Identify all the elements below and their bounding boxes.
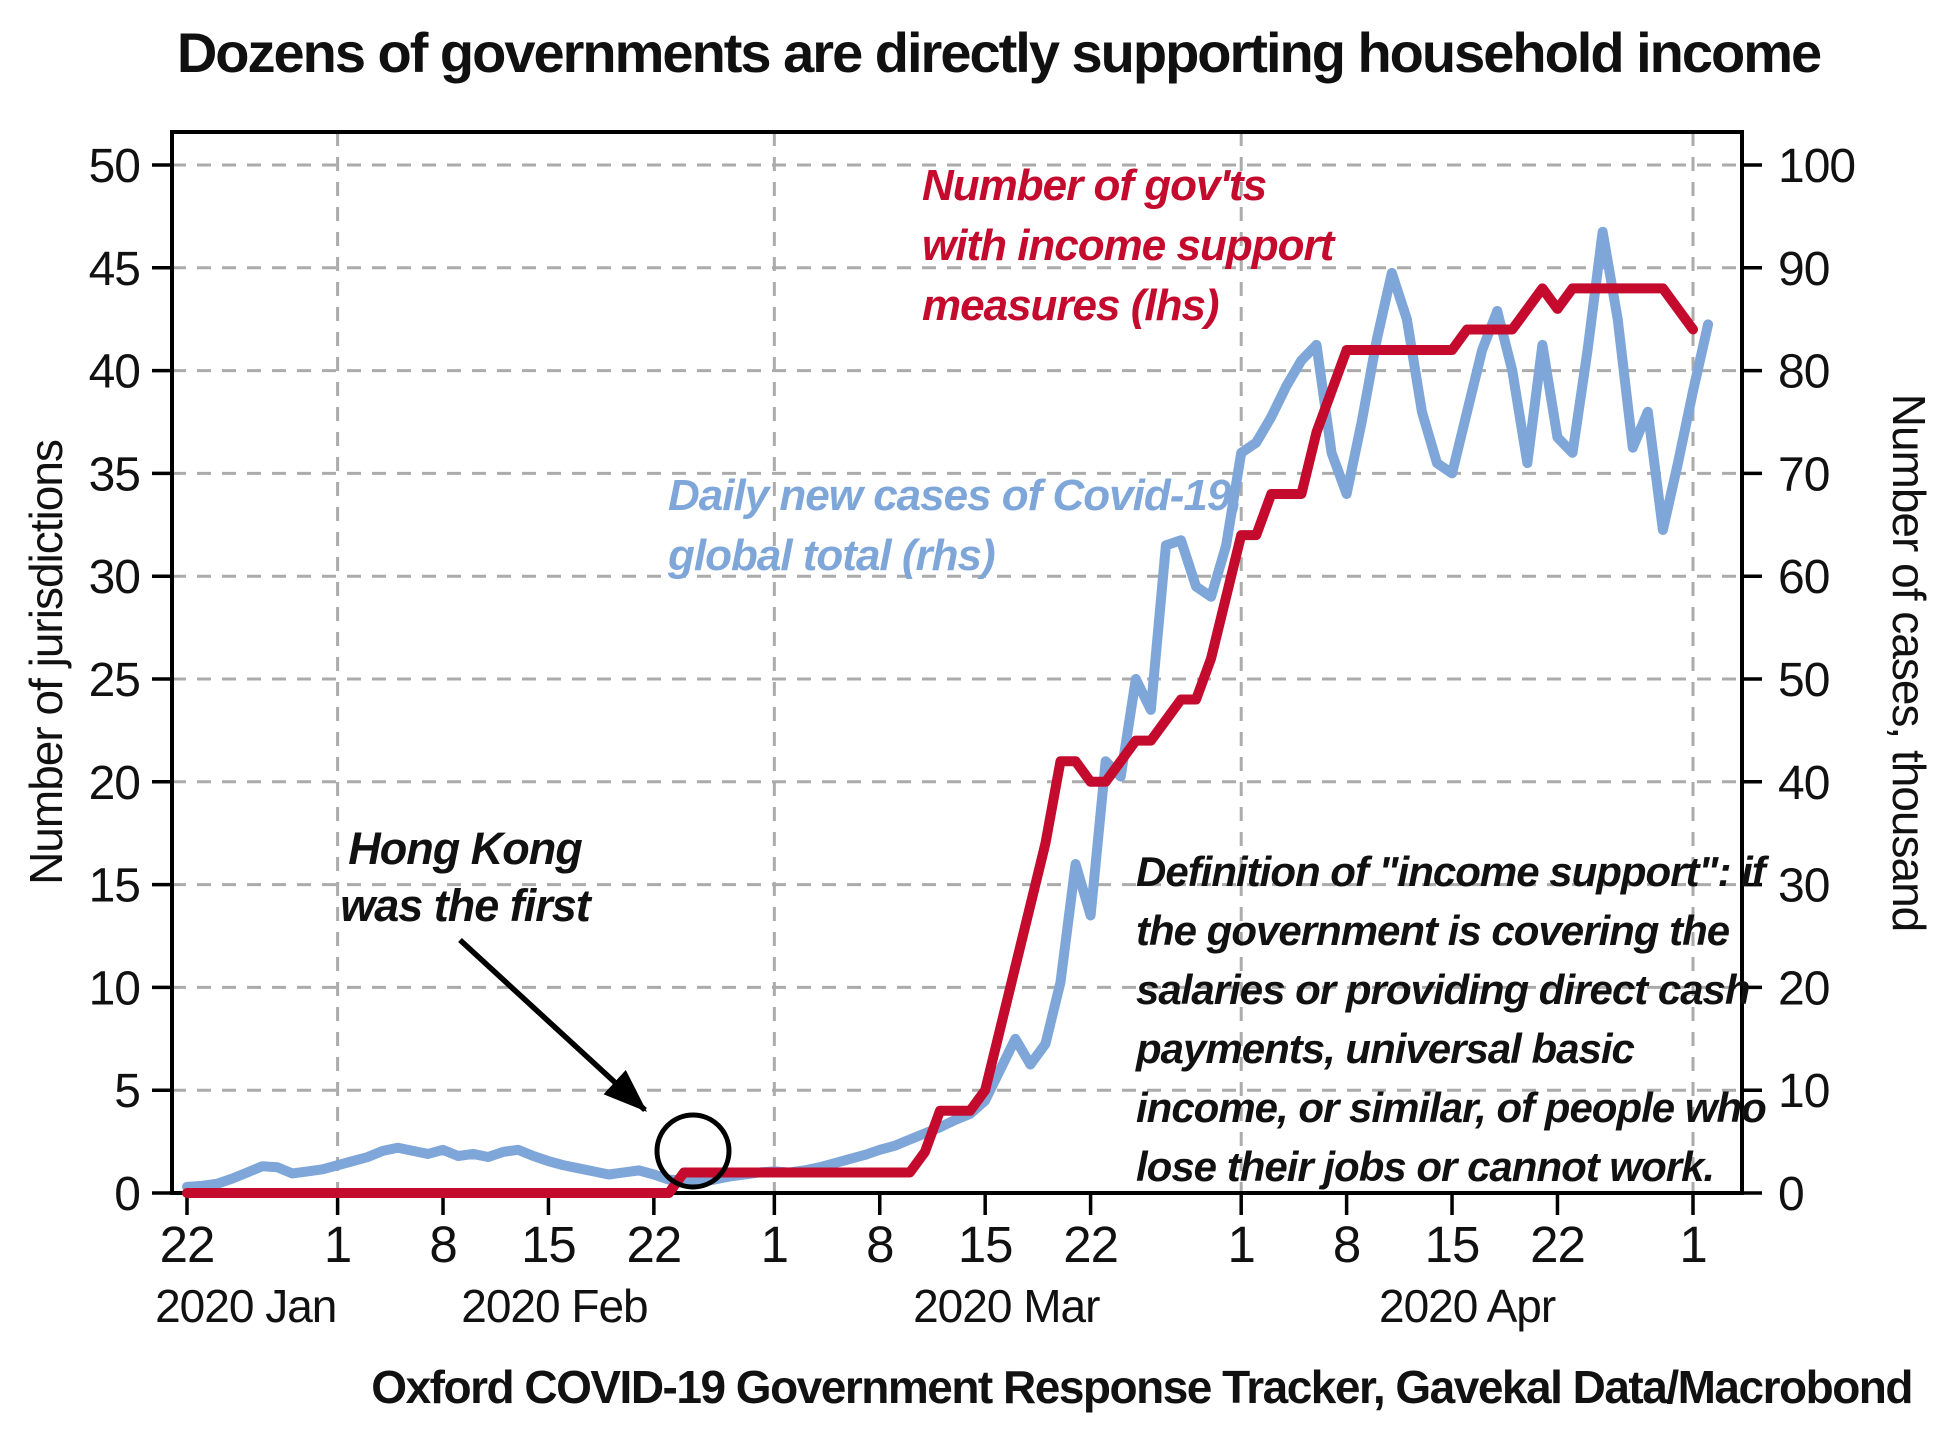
right-tick-label: 80 bbox=[1778, 346, 1829, 399]
annotation-line: with income support bbox=[922, 221, 1334, 270]
right-tick-label: 90 bbox=[1778, 243, 1829, 296]
x-tick-label: 1 bbox=[761, 1216, 788, 1273]
left-tick-label: 45 bbox=[89, 243, 140, 296]
x-month-label: 2020 Apr bbox=[1379, 1280, 1556, 1332]
left-tick-label: 5 bbox=[114, 1065, 140, 1118]
annotation-line: lose their jobs or cannot work. bbox=[1136, 1143, 1715, 1190]
income-support-line bbox=[182, 283, 1698, 1198]
left-tick-label: 40 bbox=[89, 346, 140, 399]
right-tick-label: 30 bbox=[1778, 860, 1829, 913]
annotation-line: global total (rhs) bbox=[668, 531, 996, 580]
annotation-line: Number of gov'ts bbox=[922, 161, 1267, 210]
left-tick-label: 50 bbox=[89, 140, 140, 193]
x-tick-label: 1 bbox=[324, 1216, 351, 1273]
left-tick-label: 15 bbox=[89, 860, 140, 913]
income-support-definition: Definition of "income support": if the go… bbox=[1136, 842, 1767, 1196]
annotation-line: salaries or providing direct cash bbox=[1136, 966, 1751, 1013]
annotation-line: measures (lhs) bbox=[922, 281, 1220, 330]
x-month-label: 2020 Mar bbox=[913, 1280, 1100, 1332]
annotation-line: was the first bbox=[340, 880, 591, 931]
x-tick-label: 1 bbox=[1228, 1216, 1255, 1273]
annotation-line: income, or similar, of people who bbox=[1136, 1084, 1767, 1131]
annotation-line: the government is covering the bbox=[1136, 907, 1730, 954]
axes: 0 5 10 15 20 25 30 35 40 45 50 0 10 20 30 40 50 60 70 80 90 1… bbox=[20, 140, 1935, 1332]
annotation-line: Daily new cases of Covid-19, bbox=[668, 471, 1243, 520]
right-axis-title: Number of cases, thousand bbox=[1883, 394, 1935, 932]
x-month-label: 2020 Feb bbox=[461, 1280, 647, 1332]
x-tick-label: 8 bbox=[1333, 1216, 1360, 1273]
x-tick-label: 8 bbox=[429, 1216, 456, 1273]
right-tick-label: 40 bbox=[1778, 757, 1829, 810]
left-tick-label: 35 bbox=[89, 448, 140, 501]
hong-kong-arrow bbox=[458, 937, 648, 1113]
x-tick-label: 15 bbox=[958, 1216, 1013, 1273]
series-label-daily-cases: Daily new cases of Covid-19, global total… bbox=[668, 466, 1243, 586]
annotation-line: payments, universal basic bbox=[1136, 1025, 1635, 1072]
left-tick-label: 10 bbox=[89, 962, 140, 1015]
left-tick-label: 20 bbox=[89, 757, 140, 810]
right-tick-label: 20 bbox=[1778, 962, 1829, 1015]
x-tick-label: 1 bbox=[1679, 1216, 1706, 1273]
left-axis-title: Number of jurisdictions bbox=[20, 440, 72, 885]
plot-frame bbox=[170, 130, 1744, 1195]
left-tick-label: 30 bbox=[89, 551, 140, 604]
x-tick-label: 15 bbox=[521, 1216, 576, 1273]
right-tick-label: 60 bbox=[1778, 551, 1829, 604]
x-month-label: 2020 Jan bbox=[155, 1280, 336, 1332]
right-tick-label: 10 bbox=[1778, 1065, 1829, 1118]
daily-cases-line bbox=[182, 226, 1714, 1192]
hong-kong-annotation: Hong Kong was the first bbox=[290, 820, 640, 934]
chart-title: Dozens of governments are directly suppo… bbox=[176, 21, 1822, 84]
left-tick-label: 25 bbox=[89, 654, 140, 707]
right-tick-label: 70 bbox=[1778, 448, 1829, 501]
x-tick-label: 22 bbox=[160, 1216, 215, 1273]
x-tick-label: 22 bbox=[1530, 1216, 1585, 1273]
annotation-line: Hong Kong bbox=[348, 823, 582, 874]
right-tick-label: 50 bbox=[1778, 654, 1829, 707]
x-tick-label: 22 bbox=[1063, 1216, 1118, 1273]
right-tick-label: 100 bbox=[1778, 140, 1855, 193]
left-tick-label: 0 bbox=[114, 1168, 140, 1221]
source-credit: Oxford COVID-19 Government Response Trac… bbox=[371, 1361, 1913, 1413]
x-tick-label: 15 bbox=[1425, 1216, 1480, 1273]
series-label-income-support: Number of gov'ts with income support measu… bbox=[922, 156, 1334, 336]
hong-kong-circle bbox=[654, 1112, 732, 1190]
x-tick-label: 8 bbox=[866, 1216, 893, 1273]
annotation-line: Definition of "income support": if bbox=[1136, 848, 1766, 895]
right-tick-label: 0 bbox=[1778, 1168, 1804, 1221]
gridlines bbox=[172, 132, 1742, 1193]
x-tick-label: 22 bbox=[626, 1216, 681, 1273]
